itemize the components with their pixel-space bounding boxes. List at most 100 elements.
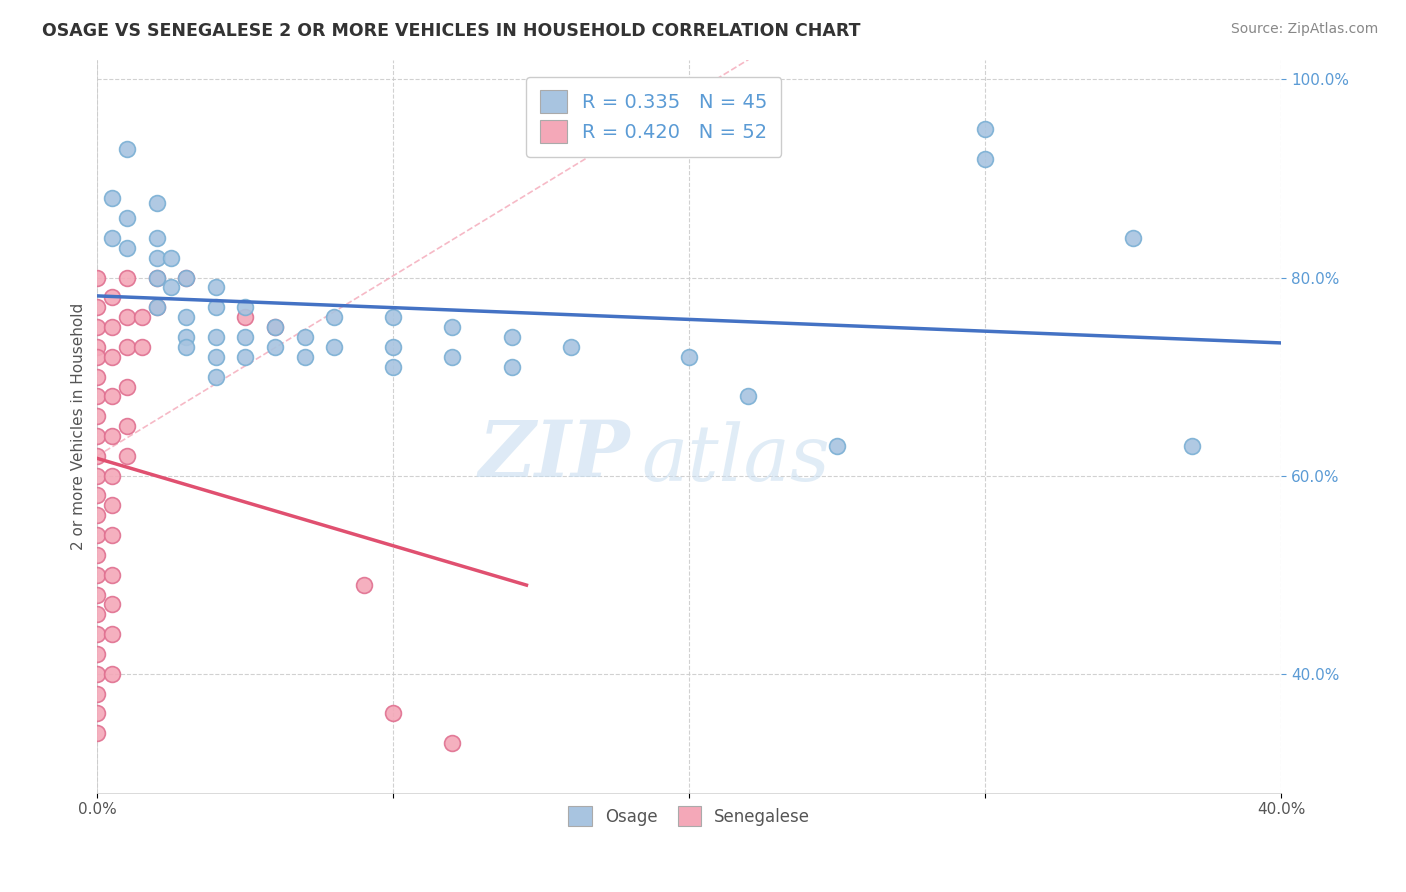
Point (86, 726, 108, 740)
Point (101, 666, 124, 681)
Point (501, 359, 523, 374)
Point (264, 320, 287, 334)
Point (145, 231, 167, 245)
Point (678, 350, 700, 364)
Text: ZIP: ZIP (478, 417, 630, 493)
Point (145, 270, 167, 285)
Point (145, 251, 167, 265)
Point (233, 350, 256, 364)
Point (264, 340, 287, 354)
Point (86, 369, 108, 384)
Point (115, 211, 138, 226)
Point (101, 468, 124, 483)
Point (233, 300, 256, 314)
Point (1181, 439, 1204, 453)
Point (145, 300, 167, 314)
Point (86, 706, 108, 721)
Point (382, 359, 405, 374)
Point (101, 528, 124, 542)
Point (86, 429, 108, 443)
Point (115, 241, 138, 255)
Point (294, 330, 316, 344)
Point (101, 499, 124, 513)
Point (560, 340, 582, 354)
Point (441, 350, 464, 364)
Point (131, 340, 153, 354)
Point (353, 577, 375, 591)
Point (86, 528, 108, 542)
Point (101, 567, 124, 582)
Point (204, 330, 226, 344)
Point (382, 706, 405, 721)
Point (382, 340, 405, 354)
Point (86, 340, 108, 354)
Point (86, 666, 108, 681)
Point (101, 231, 124, 245)
Point (974, 152, 997, 166)
Point (101, 320, 124, 334)
Point (174, 270, 197, 285)
Point (86, 508, 108, 523)
Point (86, 627, 108, 641)
Point (974, 122, 997, 136)
Point (115, 419, 138, 434)
Point (115, 379, 138, 393)
Point (1122, 231, 1144, 245)
Point (737, 389, 759, 403)
Point (101, 429, 124, 443)
Text: atlas: atlas (643, 421, 831, 497)
Point (101, 290, 124, 304)
Point (264, 320, 287, 334)
Point (86, 389, 108, 403)
Point (86, 409, 108, 424)
Point (825, 439, 848, 453)
Point (86, 468, 108, 483)
Point (115, 142, 138, 156)
Point (160, 280, 183, 294)
Point (86, 449, 108, 463)
Legend: Osage, Senegalese: Osage, Senegalese (558, 797, 820, 836)
Point (86, 270, 108, 285)
Point (86, 488, 108, 502)
Point (86, 588, 108, 602)
Point (86, 687, 108, 701)
Point (323, 340, 346, 354)
Point (174, 310, 197, 325)
Point (441, 320, 464, 334)
Point (86, 300, 108, 314)
Text: Source: ZipAtlas.com: Source: ZipAtlas.com (1230, 22, 1378, 37)
Point (233, 330, 256, 344)
Point (501, 330, 523, 344)
Point (160, 251, 183, 265)
Point (115, 270, 138, 285)
Point (174, 340, 197, 354)
Point (86, 647, 108, 661)
Point (86, 350, 108, 364)
Point (101, 627, 124, 641)
Point (115, 340, 138, 354)
Point (115, 449, 138, 463)
Point (145, 300, 167, 314)
Point (145, 270, 167, 285)
Point (174, 270, 197, 285)
Point (204, 369, 226, 384)
Point (86, 567, 108, 582)
Point (323, 310, 346, 325)
Point (233, 310, 256, 325)
Point (101, 350, 124, 364)
Point (204, 280, 226, 294)
Point (441, 736, 464, 750)
Text: OSAGE VS SENEGALESE 2 OR MORE VEHICLES IN HOUSEHOLD CORRELATION CHART: OSAGE VS SENEGALESE 2 OR MORE VEHICLES I… (42, 22, 860, 40)
Point (115, 310, 138, 325)
Point (204, 350, 226, 364)
Point (101, 191, 124, 205)
Point (86, 548, 108, 562)
Point (204, 300, 226, 314)
Point (101, 389, 124, 403)
Point (86, 320, 108, 334)
Point (86, 607, 108, 622)
Point (382, 310, 405, 325)
Point (131, 310, 153, 325)
Point (294, 350, 316, 364)
Point (145, 196, 167, 211)
